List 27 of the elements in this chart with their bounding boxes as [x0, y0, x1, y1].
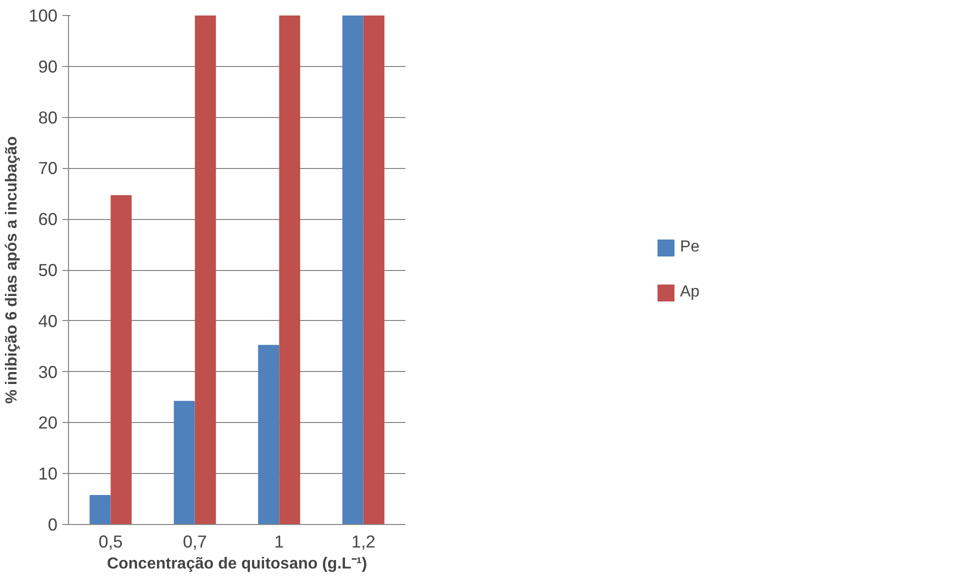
- bar: [258, 344, 280, 524]
- x-tick-label: 0,5: [98, 532, 123, 552]
- y-tick-label: 50: [38, 260, 58, 280]
- y-tick-label: 70: [38, 158, 58, 178]
- legend-label: Pe: [680, 238, 700, 256]
- x-tick-label: 1: [274, 532, 284, 552]
- bar: [363, 16, 384, 524]
- y-tick-label: 20: [38, 412, 58, 433]
- y-axis-title: % inibição 6 dias após a incubação: [4, 136, 21, 404]
- y-tick-label: 100: [28, 6, 58, 26]
- bar: [174, 400, 195, 524]
- x-tick-label: 0,7: [182, 532, 207, 552]
- y-tick-label: 10: [38, 464, 58, 484]
- bar: [342, 16, 364, 524]
- y-tick-label: 0: [48, 514, 58, 534]
- legend-label: Ap: [680, 283, 700, 301]
- bar: [194, 16, 216, 524]
- y-tick-label: 40: [38, 310, 58, 331]
- y-tick-label: 60: [38, 209, 58, 230]
- bar: [279, 16, 300, 524]
- y-tick-label: 30: [38, 362, 58, 382]
- y-tick-label: 90: [38, 56, 58, 76]
- bar: [90, 494, 111, 524]
- x-axis-title: Concentração de quitosano (g.L⁻¹): [106, 556, 368, 572]
- bar: [110, 195, 132, 524]
- y-tick-label: 80: [38, 107, 58, 128]
- x-tick-label: 1,2: [351, 532, 376, 552]
